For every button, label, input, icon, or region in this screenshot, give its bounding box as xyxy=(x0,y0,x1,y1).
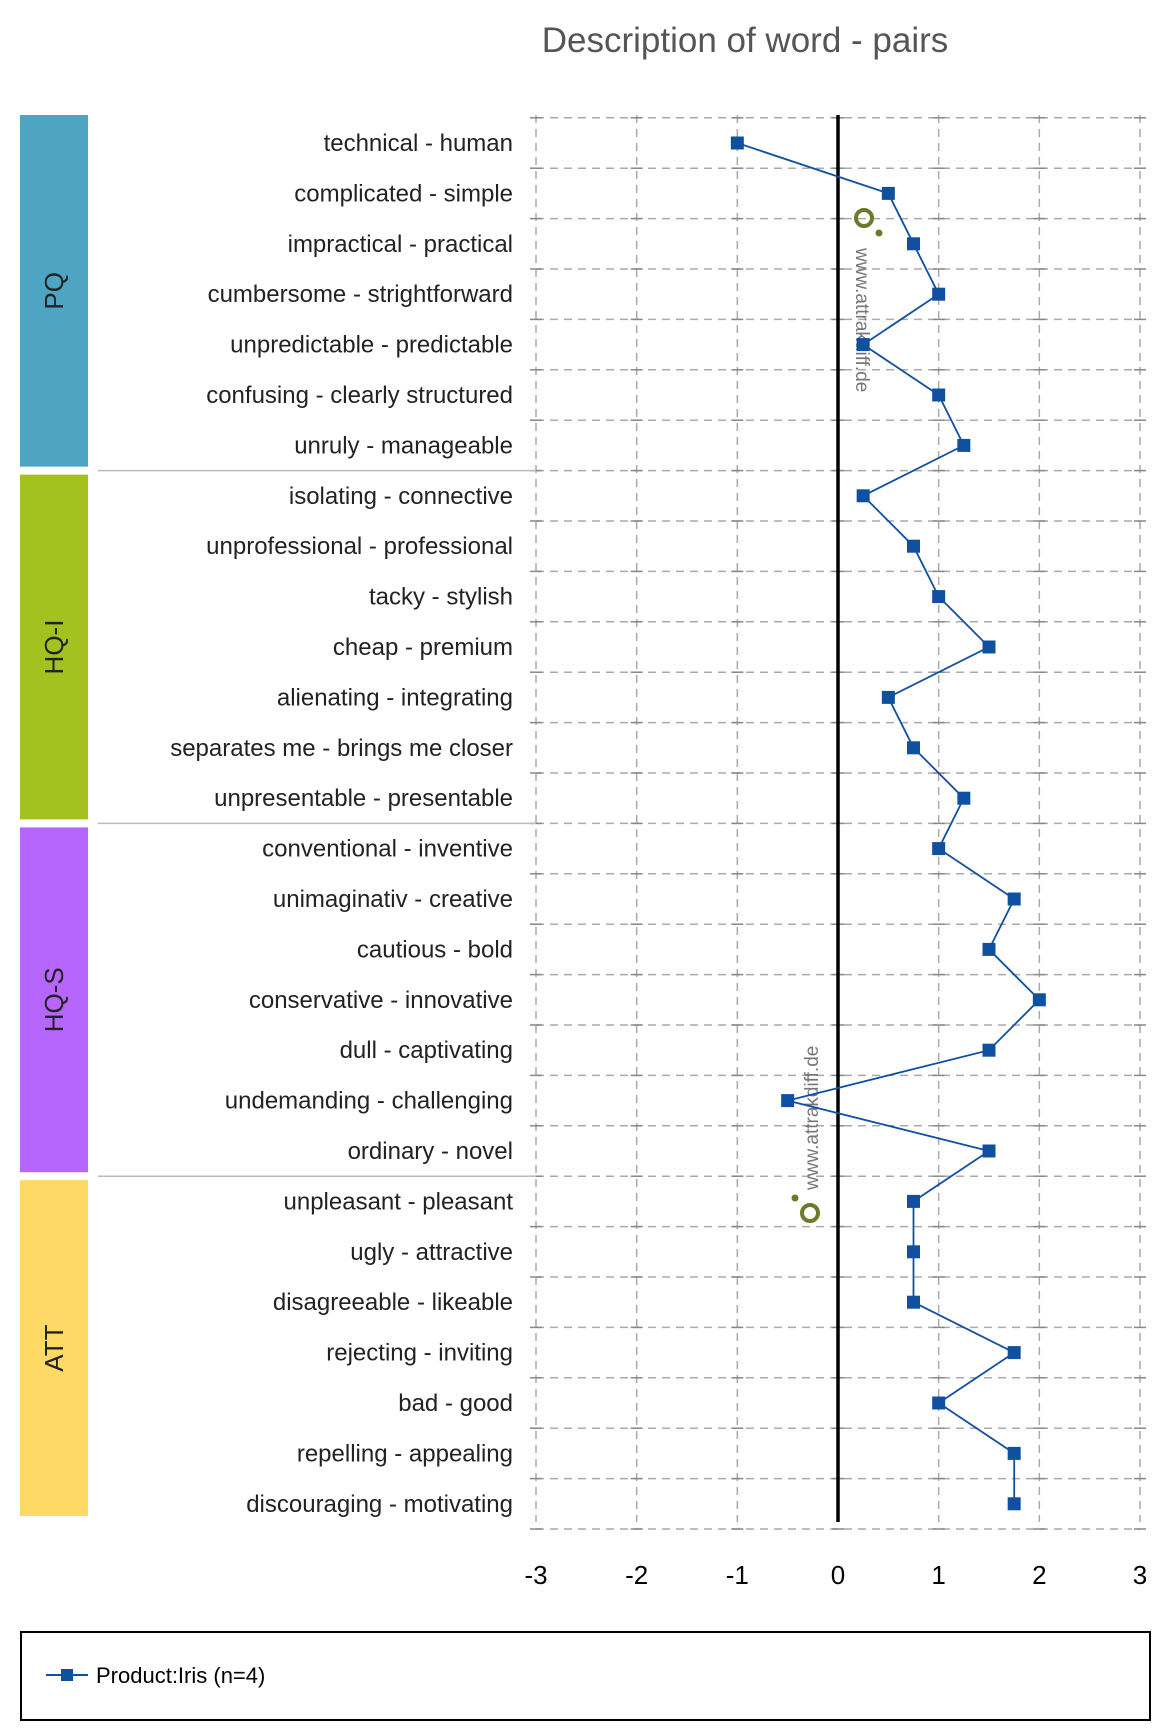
data-point xyxy=(982,942,996,956)
legend-label: Product:Iris (n=4) xyxy=(96,1663,265,1688)
group-label: HQ-I xyxy=(39,620,69,675)
row-label: conservative - innovative xyxy=(249,987,513,1014)
row-label: complicated - simple xyxy=(294,180,513,207)
label-layer: technical - human complicated - simple imp… xyxy=(170,130,513,1518)
data-point xyxy=(881,690,895,704)
row-label: conventional - inventive xyxy=(262,836,513,863)
x-tick-label: -2 xyxy=(625,1560,648,1590)
data-point xyxy=(730,136,744,150)
group-label: HQ-S xyxy=(39,967,69,1032)
row-label: technical - human xyxy=(324,130,513,157)
row-label: ugly - attractive xyxy=(350,1239,513,1266)
data-point xyxy=(932,590,946,604)
watermark-logo-icon xyxy=(791,1194,820,1223)
row-label: undemanding - challenging xyxy=(225,1088,513,1115)
x-tick-label: 0 xyxy=(831,1560,845,1590)
data-point xyxy=(1007,1497,1021,1511)
data-point xyxy=(907,539,920,553)
group-label: PQ xyxy=(39,272,69,310)
row-label: unpresentable - presentable xyxy=(214,785,513,812)
data-point xyxy=(907,1245,920,1259)
watermark-text: www.attrakdiff.de xyxy=(851,247,872,392)
row-label: separates me - brings me closer xyxy=(170,735,513,762)
data-point xyxy=(907,1295,920,1309)
tick-layer: -3 -2 -1 0 1 2 3 xyxy=(524,1560,1147,1590)
row-label: unimaginativ - creative xyxy=(273,886,513,913)
series-line xyxy=(737,142,1041,1504)
row-label: discouraging - motivating xyxy=(246,1491,513,1518)
watermark-logo-dot xyxy=(791,1194,799,1202)
row-label: confusing - clearly structured xyxy=(206,382,513,409)
data-point xyxy=(907,1194,920,1208)
grid-layer xyxy=(530,115,1146,1530)
group-band-hq-s xyxy=(20,827,88,1173)
row-label: rejecting - inviting xyxy=(326,1340,513,1367)
x-tick-label: 2 xyxy=(1032,1560,1046,1590)
data-point xyxy=(957,438,971,452)
legend-marker-icon xyxy=(61,1669,73,1681)
data-point xyxy=(856,338,870,352)
data-point xyxy=(932,1396,946,1410)
data-point xyxy=(1007,1346,1021,1360)
row-label: alienating - integrating xyxy=(277,684,513,711)
row-label: cautious - bold xyxy=(357,936,513,963)
data-point xyxy=(982,640,996,654)
row-label: unpleasant - pleasant xyxy=(284,1188,514,1215)
data-point xyxy=(907,237,920,251)
x-tick-label: 1 xyxy=(931,1560,945,1590)
group-band-pq xyxy=(20,115,88,467)
watermark-logo-dot xyxy=(875,229,883,237)
data-point xyxy=(856,489,870,503)
data-point xyxy=(932,842,946,856)
chart-title: Description of word - pairs xyxy=(542,21,949,60)
data-point xyxy=(957,791,971,805)
data-point xyxy=(982,1043,996,1057)
watermark-logo-ring xyxy=(800,1203,820,1223)
group-label: ATT xyxy=(39,1324,69,1371)
row-label: disagreeable - likeable xyxy=(273,1289,513,1316)
data-point xyxy=(881,186,895,200)
data-point xyxy=(907,741,920,755)
watermark-text: www.attrakdiff.de xyxy=(802,1046,823,1191)
row-label: isolating - connective xyxy=(289,483,513,510)
watermark-logo-icon xyxy=(854,208,883,237)
x-tick-label: 3 xyxy=(1133,1560,1147,1590)
legend: Product:Iris (n=4) xyxy=(20,1631,1151,1721)
watermark-layer: www.attrakdiff.de www.attrakdiff.de xyxy=(791,208,883,1223)
row-label: tacky - stylish xyxy=(369,584,513,611)
data-point xyxy=(1032,993,1046,1007)
data-point xyxy=(932,388,946,402)
data-point xyxy=(781,1094,795,1108)
group-band-att xyxy=(20,1180,88,1516)
data-point xyxy=(1007,1446,1021,1460)
row-label: impractical - practical xyxy=(288,231,513,258)
data-point xyxy=(932,287,946,301)
row-label: repelling - appealing xyxy=(297,1440,513,1467)
data-point xyxy=(1007,892,1021,906)
group-band-hq-i xyxy=(20,474,88,820)
row-label: unprofessional - professional xyxy=(206,533,513,560)
x-tick-label: -3 xyxy=(524,1560,547,1590)
group-layer: PQ HQ-I HQ-S ATT xyxy=(20,115,536,1516)
row-label: cheap - premium xyxy=(333,634,513,661)
x-tick-label: -1 xyxy=(726,1560,749,1590)
watermark-logo-ring xyxy=(854,208,874,228)
series-layer xyxy=(730,136,1046,1511)
row-label: dull - captivating xyxy=(340,1037,513,1064)
data-point xyxy=(982,1144,996,1158)
row-label: ordinary - novel xyxy=(348,1138,513,1165)
row-label: bad - good xyxy=(398,1390,513,1417)
legend-box xyxy=(20,1631,1151,1721)
row-label: unruly - manageable xyxy=(294,432,513,459)
row-label: unpredictable - predictable xyxy=(230,332,513,359)
row-label: cumbersome - strightforward xyxy=(208,281,513,308)
